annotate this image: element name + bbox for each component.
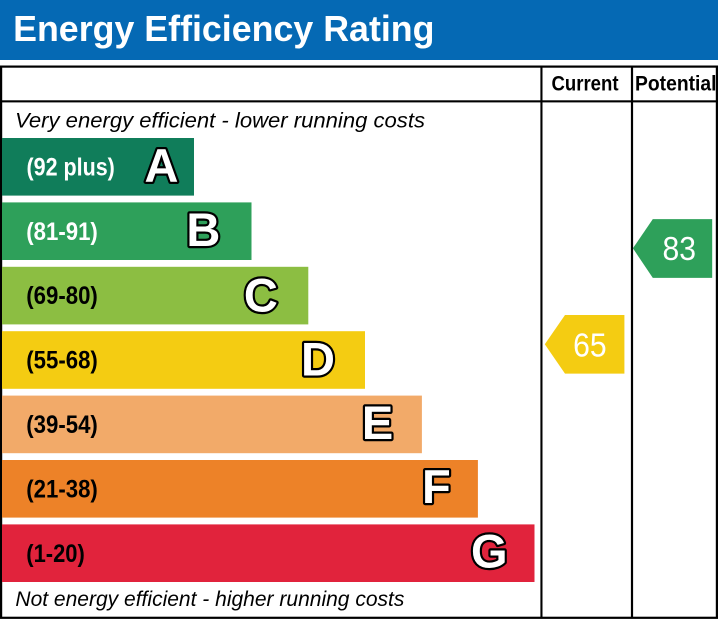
svg-text:B: B [186,203,220,256]
svg-text:(69-80): (69-80) [26,282,98,310]
svg-text:G: G [471,524,508,577]
svg-text:83: 83 [663,231,697,268]
svg-text:Potential: Potential [635,71,717,96]
svg-text:65: 65 [573,327,607,364]
svg-text:(81-91): (81-91) [26,218,98,246]
svg-text:Very energy efficient - lower: Very energy efficient - lower running co… [15,108,425,132]
svg-text:D: D [301,332,335,385]
svg-text:Energy Efficiency Rating: Energy Efficiency Rating [13,9,434,49]
svg-text:F: F [422,460,451,513]
svg-text:Current: Current [552,71,619,96]
svg-text:(21-38): (21-38) [26,475,98,503]
svg-text:C: C [244,268,278,321]
svg-text:(1-20): (1-20) [26,540,85,568]
svg-text:A: A [145,139,179,192]
svg-text:(92 plus): (92 plus) [27,153,115,181]
svg-text:Not energy efficient - higher: Not energy efficient - higher running co… [15,587,404,611]
svg-text:E: E [362,396,393,449]
svg-text:(55-68): (55-68) [26,347,98,375]
svg-text:(39-54): (39-54) [26,411,98,439]
